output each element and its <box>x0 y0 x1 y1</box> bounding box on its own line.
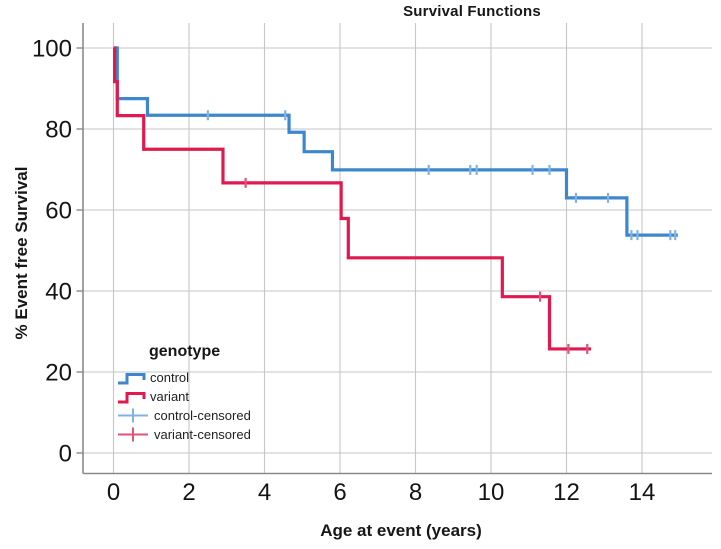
tick-label: 100 <box>32 36 72 63</box>
control-curve <box>113 46 678 237</box>
control-step-line-icon <box>118 372 146 384</box>
tick-label: 6 <box>333 479 346 506</box>
tick-label: 40 <box>45 279 72 306</box>
chart-title: Survival Functions <box>403 3 541 20</box>
legend-item-variant-censored: variant-censored <box>117 425 251 444</box>
legend-item-variant: variant <box>117 387 251 406</box>
legend-item-control: control <box>117 368 251 387</box>
y-axis-label: % Event free Survival <box>12 166 31 340</box>
tick-label: 8 <box>409 479 422 506</box>
legend-item-label: variant <box>150 389 190 404</box>
tick-label: 0 <box>59 441 72 468</box>
tick-label: 0 <box>107 479 120 506</box>
legend-item-control-censored: control-censored <box>117 406 251 425</box>
legend: genotype control variant control-censore… <box>117 343 251 444</box>
legend-item-label: control <box>150 370 190 385</box>
tick-label: 80 <box>45 117 72 144</box>
tick-label: 60 <box>45 198 72 225</box>
variant-censored-plus-icon <box>118 427 148 442</box>
tick-label: 10 <box>478 479 505 506</box>
legend-item-label: variant-censored <box>154 427 251 442</box>
variant-curve <box>113 46 592 351</box>
tick-label: 2 <box>182 479 195 506</box>
control-censored-plus-icon <box>118 408 148 423</box>
variant-step-line-icon <box>118 391 146 403</box>
tick-label: 14 <box>629 479 656 506</box>
tick-label: 4 <box>258 479 271 506</box>
tick-label: 20 <box>45 360 72 387</box>
tick-label: 12 <box>553 479 580 506</box>
x-axis-label: Age at event (years) <box>320 521 482 540</box>
legend-title: genotype <box>149 343 221 360</box>
legend-item-label: control-censored <box>154 408 251 423</box>
